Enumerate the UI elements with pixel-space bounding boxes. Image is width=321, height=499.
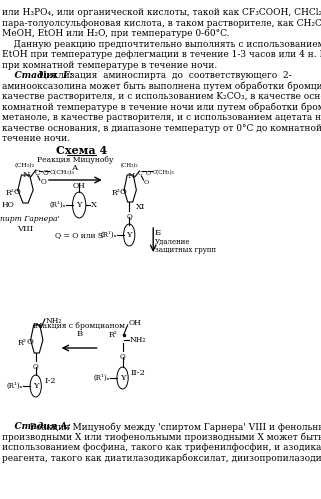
Text: производными X или тиофенольными производными X может быть выполнена с: производными X или тиофенольными произво…: [2, 433, 321, 442]
Text: Схема 4: Схема 4: [56, 145, 107, 156]
Text: использованием фосфина, такого как трифенилфосфин, и азодикарбоксилатного: использованием фосфина, такого как трифе…: [2, 443, 321, 453]
Text: Y: Y: [120, 374, 126, 382]
Text: реагента, такого как диатилазодикарбоксилат, диизопропилазодикарбоксилат или: реагента, такого как диатилазодикарбокси…: [2, 454, 321, 463]
Text: Реакция с бромцианом: Реакция с бромцианом: [33, 322, 125, 330]
Text: NH₂: NH₂: [46, 317, 62, 325]
Text: А: А: [72, 164, 79, 172]
Text: C: C: [34, 169, 39, 177]
Text: O: O: [13, 188, 20, 196]
Text: O: O: [144, 180, 149, 185]
Text: VIII: VIII: [17, 225, 34, 233]
Text: O: O: [40, 178, 46, 186]
Text: Стадия А:: Стадия А:: [2, 422, 71, 431]
Text: (R¹)ₙ: (R¹)ₙ: [49, 201, 66, 209]
Text: I-2: I-2: [45, 377, 56, 385]
Text: или H₃PO₄, или органической кислоты, такой как CF₃COOH, CHCl₂COOH, HOAc или: или H₃PO₄, или органической кислоты, так…: [2, 8, 321, 17]
Text: X: X: [91, 201, 97, 209]
Text: качестве растворителя, и с использованием K₂CO₃, в качестве основания, при: качестве растворителя, и с использование…: [2, 92, 321, 101]
Text: Стадия  Г:: Стадия Г:: [2, 71, 73, 80]
Text: O: O: [120, 188, 126, 196]
Text: комнатной температуре в течение ночи или путем обработки бромцианом в: комнатной температуре в течение ночи или…: [2, 102, 321, 112]
Text: Данную реакцию предпочтительно выполнять с использованием 2 н. HCl в: Данную реакцию предпочтительно выполнять…: [2, 39, 321, 48]
Text: В: В: [76, 330, 82, 338]
Text: R²: R²: [5, 189, 14, 197]
Text: аминооксазолина может быть выполнена путем обработки бромцианом в ТГФ, в: аминооксазолина может быть выполнена пут…: [2, 81, 321, 91]
Text: C: C: [138, 171, 143, 176]
Text: (R¹)ₙ: (R¹)ₙ: [94, 374, 110, 382]
Text: течение ночи.: течение ночи.: [2, 134, 70, 143]
Text: 'Спирт Гарнера': 'Спирт Гарнера': [0, 215, 59, 223]
Text: HO: HO: [2, 201, 14, 209]
Text: Q = O или S: Q = O или S: [55, 231, 103, 239]
Text: защитных групп: защитных групп: [155, 246, 216, 254]
Text: EtOH при температуре дефлегмации в течение 1-3 часов или 4 н. HCl в диоксане: EtOH при температуре дефлегмации в течен…: [2, 50, 321, 59]
Text: Циклизация  аминоспирта  до  соответствующего  2-: Циклизация аминоспирта до соответствующе…: [33, 71, 291, 80]
Text: Y: Y: [126, 231, 132, 239]
Text: (R¹)ₙ: (R¹)ₙ: [7, 382, 23, 390]
Text: Б: Б: [155, 229, 161, 237]
Text: O: O: [42, 169, 48, 177]
Text: C(CH₃)₃: C(CH₃)₃: [153, 171, 175, 176]
Text: II-2: II-2: [131, 369, 146, 377]
Text: R²: R²: [111, 189, 120, 197]
Text: Реакция Мицунобу: Реакция Мицунобу: [37, 156, 114, 164]
Text: качестве основания, в диапазоне температур от 0°C до комнатной температуры в: качестве основания, в диапазоне температ…: [2, 123, 321, 133]
Text: N: N: [23, 171, 30, 179]
Text: Q: Q: [126, 212, 132, 220]
Text: метаноле, в качестве растворителя, и с использованием ацетата натрия, в: метаноле, в качестве растворителя, и с и…: [2, 113, 321, 122]
Text: XI: XI: [136, 203, 146, 211]
Text: MeOH, EtOH или H₂O, при температуре 0-60°C.: MeOH, EtOH или H₂O, при температуре 0-60…: [2, 29, 230, 38]
Text: C(CH₃)₃: C(CH₃)₃: [49, 171, 74, 176]
Text: (R¹)ₙ: (R¹)ₙ: [100, 231, 117, 239]
Text: N: N: [34, 322, 41, 330]
Text: (CH₃)₂: (CH₃)₂: [14, 163, 35, 168]
Text: Y: Y: [76, 201, 82, 209]
Text: Q: Q: [120, 352, 126, 360]
Text: Y: Y: [33, 382, 39, 390]
Text: Удаление: Удаление: [155, 238, 190, 246]
Text: NH₂: NH₂: [129, 336, 146, 344]
Text: Q: Q: [33, 362, 39, 370]
Text: OH: OH: [73, 182, 85, 190]
Text: O: O: [26, 338, 33, 346]
Text: N: N: [127, 172, 135, 180]
Text: R²: R²: [109, 331, 117, 339]
Text: пара-толуолсульфоновая кислота, в таком растворителе, как CH₂Cl₂, CHCl₃, ТГФ,: пара-толуолсульфоновая кислота, в таком …: [2, 18, 321, 27]
Text: R²: R²: [18, 339, 27, 347]
Text: O: O: [146, 171, 151, 176]
Text: (CH₃)₂: (CH₃)₂: [120, 163, 138, 168]
Text: OH: OH: [128, 319, 141, 327]
Text: при комнатной температуре в течение ночи.: при комнатной температуре в течение ночи…: [2, 60, 217, 69]
Text: Реакция Мицунобу между 'спиртом Гарнера' VIII и фенольными: Реакция Мицунобу между 'спиртом Гарнера'…: [27, 422, 321, 432]
